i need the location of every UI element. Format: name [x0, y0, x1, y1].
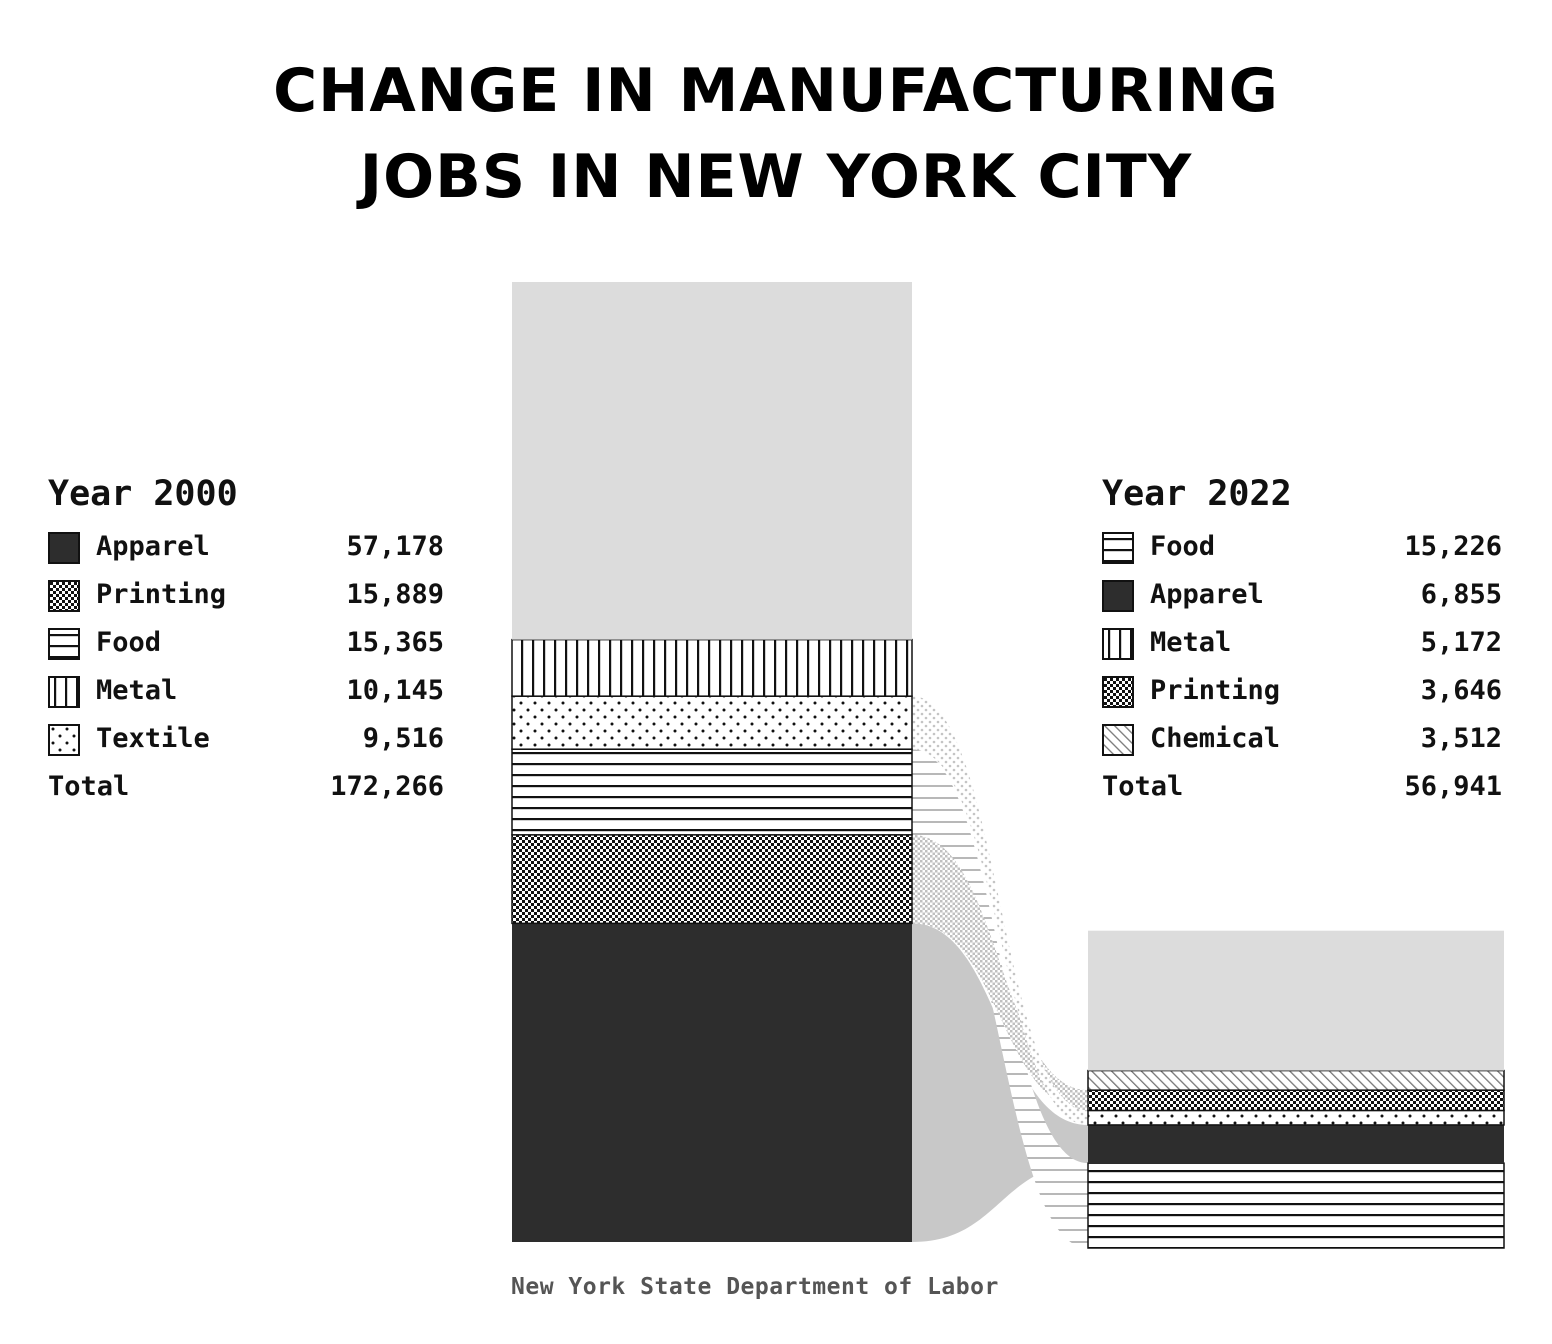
legend-label: Apparel — [96, 531, 210, 562]
legend-row-chemical-2022: Chemical 3,512 — [1102, 724, 1502, 772]
legend-value: 5,172 — [1420, 627, 1502, 658]
legend-row-food-2022: Food 15,226 — [1102, 532, 1502, 580]
legend-total-label: Total — [48, 771, 130, 802]
chart-title: CHANGE IN MANUFACTURING JOBS IN NEW YORK… — [0, 48, 1552, 220]
bar-segment-food-2022 — [1087, 1162, 1505, 1249]
legend-label: Chemical — [1150, 723, 1281, 754]
legend-row-metal-2000: Metal 10,145 — [48, 676, 444, 724]
swatch-solid-icon — [1102, 580, 1134, 612]
swatch-dense-pattern-icon — [1102, 676, 1134, 708]
legend-total-label: Total — [1102, 771, 1184, 802]
legend-row-textile-2000: Textile 9,516 — [48, 724, 444, 772]
flow-printing — [912, 834, 1088, 1111]
legend-row-metal-2022: Metal 5,172 — [1102, 628, 1502, 676]
legend-heading-2000: Year 2000 — [48, 474, 238, 514]
legend-value: 57,178 — [346, 531, 444, 562]
bar-segment-other-2022 — [1088, 930, 1504, 1071]
bar-segment-chemical-2022 — [1087, 1069, 1505, 1091]
legend-value: 15,889 — [346, 579, 444, 610]
swatch-vertical-lines-icon — [1102, 628, 1134, 660]
legend-total-2022: Total 56,941 — [1102, 772, 1502, 812]
source-note: New York State Department of Labor — [511, 1274, 999, 1300]
bar-segment-food-2000 — [511, 748, 913, 836]
legend-row-printing-2000: Printing 15,889 — [48, 580, 444, 628]
legend-label: Printing — [1150, 675, 1281, 706]
legend-label: Metal — [1150, 627, 1232, 658]
bars — [511, 282, 1505, 1249]
legend-total-2000: Total 172,266 — [48, 772, 444, 812]
legend-year-2000: Year 2000 Apparel 57,178 Printing 15,889… — [48, 474, 444, 812]
bar-segment-other-2000 — [512, 282, 912, 640]
bar-segment-apparel-2000 — [512, 923, 912, 1242]
chart-title-line-2: JOBS IN NEW YORK CITY — [359, 142, 1193, 212]
legend-row-printing-2022: Printing 3,646 — [1102, 676, 1502, 724]
bar-segment-apparel-2022 — [1088, 1124, 1504, 1164]
legend-label: Textile — [96, 723, 210, 754]
legend-value: 10,145 — [346, 675, 444, 706]
legend-year-2022: Year 2022 Food 15,226 Apparel 6,855 Meta… — [1102, 474, 1502, 812]
bar-segment-textile-2000 — [511, 695, 913, 750]
legend-row-apparel-2000: Apparel 57,178 — [48, 532, 444, 580]
swatch-dots-icon — [48, 724, 80, 756]
flow-links — [912, 696, 1088, 1248]
legend-value: 15,226 — [1404, 531, 1502, 562]
legend-row-food-2000: Food 15,365 — [48, 628, 444, 676]
flow-textile — [912, 696, 1088, 1125]
bar-segment-metal-2000 — [511, 638, 913, 697]
swatch-diagonal-lines-icon — [1102, 724, 1134, 756]
legend-label: Metal — [96, 675, 178, 706]
legend-label: Food — [96, 627, 162, 658]
chart-title-line-1: CHANGE IN MANUFACTURING — [273, 56, 1279, 126]
legend-value: 15,365 — [346, 627, 444, 658]
legend-label: Apparel — [1150, 579, 1264, 610]
legend-value: 3,646 — [1420, 675, 1502, 706]
legend-value: 6,855 — [1420, 579, 1502, 610]
bar-segment-textile-2022 — [1087, 1109, 1505, 1126]
legend-value: 9,516 — [362, 723, 444, 754]
legend-value: 3,512 — [1420, 723, 1502, 754]
legend-row-apparel-2022: Apparel 6,855 — [1102, 580, 1502, 628]
legend-label: Food — [1150, 531, 1216, 562]
legend-total-value: 56,941 — [1404, 771, 1502, 802]
legend-heading-2022: Year 2022 — [1102, 474, 1292, 514]
legend-total-value: 172,266 — [330, 771, 444, 802]
swatch-horizontal-lines-icon — [1102, 532, 1134, 564]
bar-segment-printing-2000 — [511, 834, 913, 925]
swatch-dense-pattern-icon — [48, 580, 80, 612]
bar-segment-printing-2022 — [1087, 1089, 1505, 1112]
swatch-vertical-lines-icon — [48, 676, 80, 708]
swatch-horizontal-lines-icon — [48, 628, 80, 660]
legend-label: Printing — [96, 579, 227, 610]
swatch-solid-icon — [48, 532, 80, 564]
